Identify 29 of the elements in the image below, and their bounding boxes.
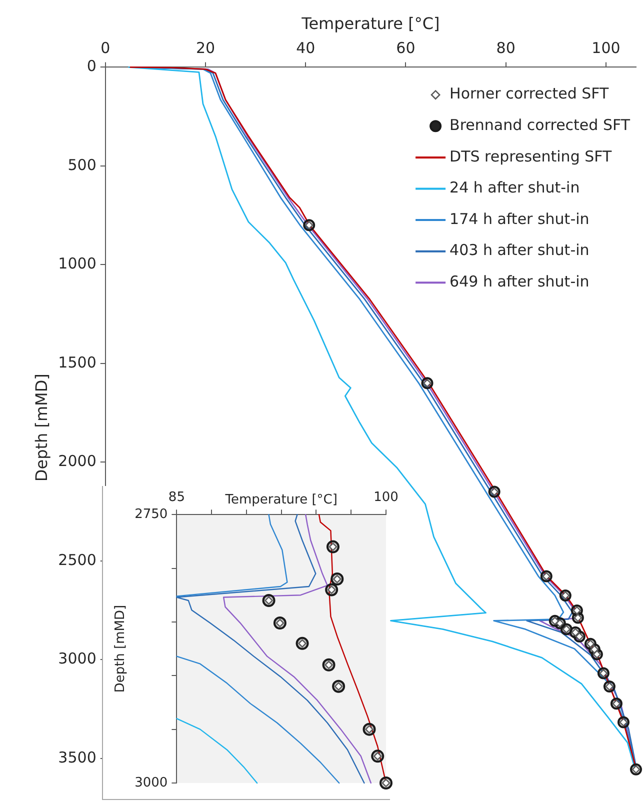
- x-tick-label: 0: [100, 39, 110, 58]
- x-axis-title: Temperature [°C]: [224, 492, 338, 508]
- legend-label: 24 h after shut-in: [450, 178, 580, 197]
- legend-label: DTS representing SFT: [450, 147, 612, 166]
- y-tick-label: 3500: [58, 748, 96, 766]
- x-tick-label: 20: [196, 39, 216, 58]
- x-tick-label: 40: [296, 39, 316, 58]
- x-axis-title: Temperature [°C]: [300, 14, 440, 33]
- x-tick-label: 100: [374, 490, 398, 506]
- y-tick-label: 1500: [58, 353, 96, 372]
- y-tick-label: 2500: [58, 550, 96, 569]
- y-tick-label: 0: [86, 57, 96, 76]
- y-tick-label: 3000: [134, 775, 168, 790]
- legend-label: Horner corrected SFT: [450, 84, 610, 103]
- x-tick-label: 60: [396, 39, 416, 58]
- y-tick-label: 500: [68, 156, 96, 174]
- y-axis-title: Depth [mMD]: [113, 604, 128, 693]
- y-tick-label: 3000: [58, 650, 96, 668]
- y-axis-title: Depth [mMD]: [32, 374, 51, 482]
- legend-label: 649 h after shut-in: [450, 272, 590, 291]
- legend-label: Brennand corrected SFT: [450, 116, 631, 134]
- legend-label: 174 h after shut-in: [450, 210, 590, 228]
- x-tick-label: 85: [168, 490, 185, 506]
- y-tick-label: 2750: [134, 506, 168, 522]
- x-tick-label: 80: [496, 39, 516, 58]
- y-tick-label: 2000: [58, 452, 96, 470]
- y-tick-label: 1000: [58, 254, 96, 273]
- x-tick-label: 100: [592, 39, 620, 58]
- legend-label: 403 h after shut-in: [450, 241, 590, 260]
